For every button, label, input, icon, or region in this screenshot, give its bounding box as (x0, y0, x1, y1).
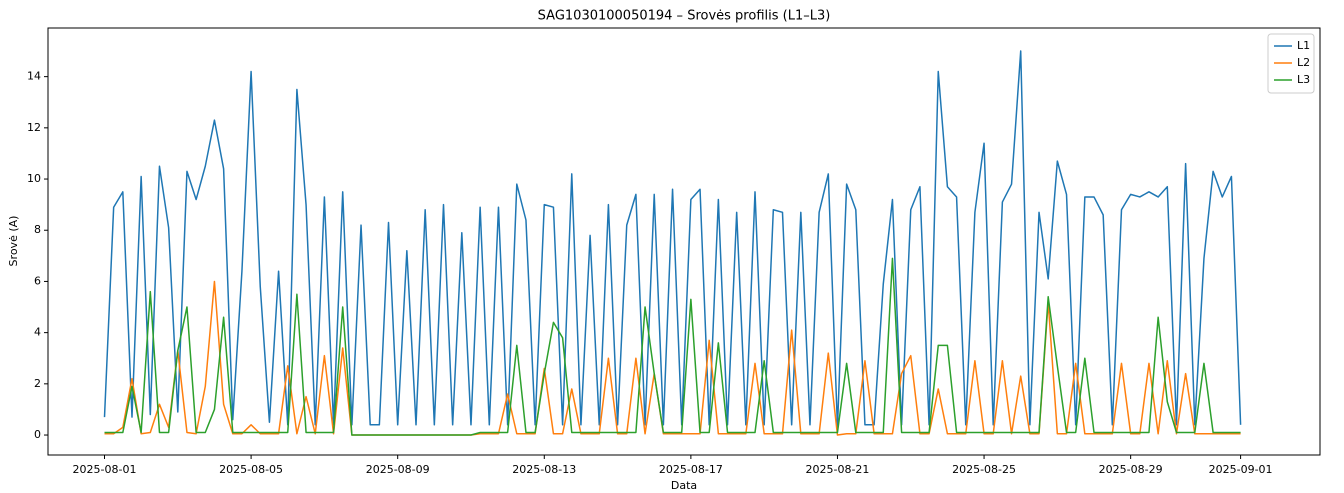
y-axis-label: Srovė (A) (7, 216, 20, 267)
y-tick-label: 6 (34, 274, 41, 287)
y-tick-label: 0 (34, 428, 41, 441)
series-line (103, 50, 1242, 429)
x-axis-label: Data (671, 479, 697, 492)
x-tick-label: 2025-08-17 (659, 463, 723, 476)
plot-frame (47, 27, 1321, 456)
y-tick-label: 8 (34, 223, 41, 236)
series-line (104, 280, 1241, 436)
x-tick-label: 2025-08-13 (512, 463, 576, 476)
legend-label: L3 (1297, 73, 1310, 86)
x-tick-label: 2025-09-01 (1209, 463, 1273, 476)
chart-title: SAG1030100050194 – Srovės profilis (L1–L… (538, 9, 831, 24)
x-tick-label: 2025-08-05 (219, 463, 283, 476)
y-tick-label: 10 (27, 172, 41, 185)
x-tick-label: 2025-08-21 (805, 463, 869, 476)
y-tick-label: 4 (34, 326, 41, 339)
y-tick-label: 14 (27, 70, 41, 83)
x-tick-label: 2025-08-01 (73, 463, 137, 476)
series-line (104, 257, 1241, 436)
y-tick-label: 12 (27, 121, 41, 134)
legend-label: L1 (1297, 39, 1310, 52)
x-tick-label: 2025-08-29 (1099, 463, 1163, 476)
x-tick-label: 2025-08-09 (366, 463, 430, 476)
legend-label: L2 (1297, 56, 1310, 69)
y-tick-label: 2 (34, 377, 41, 390)
x-tick-label: 2025-08-25 (952, 463, 1016, 476)
